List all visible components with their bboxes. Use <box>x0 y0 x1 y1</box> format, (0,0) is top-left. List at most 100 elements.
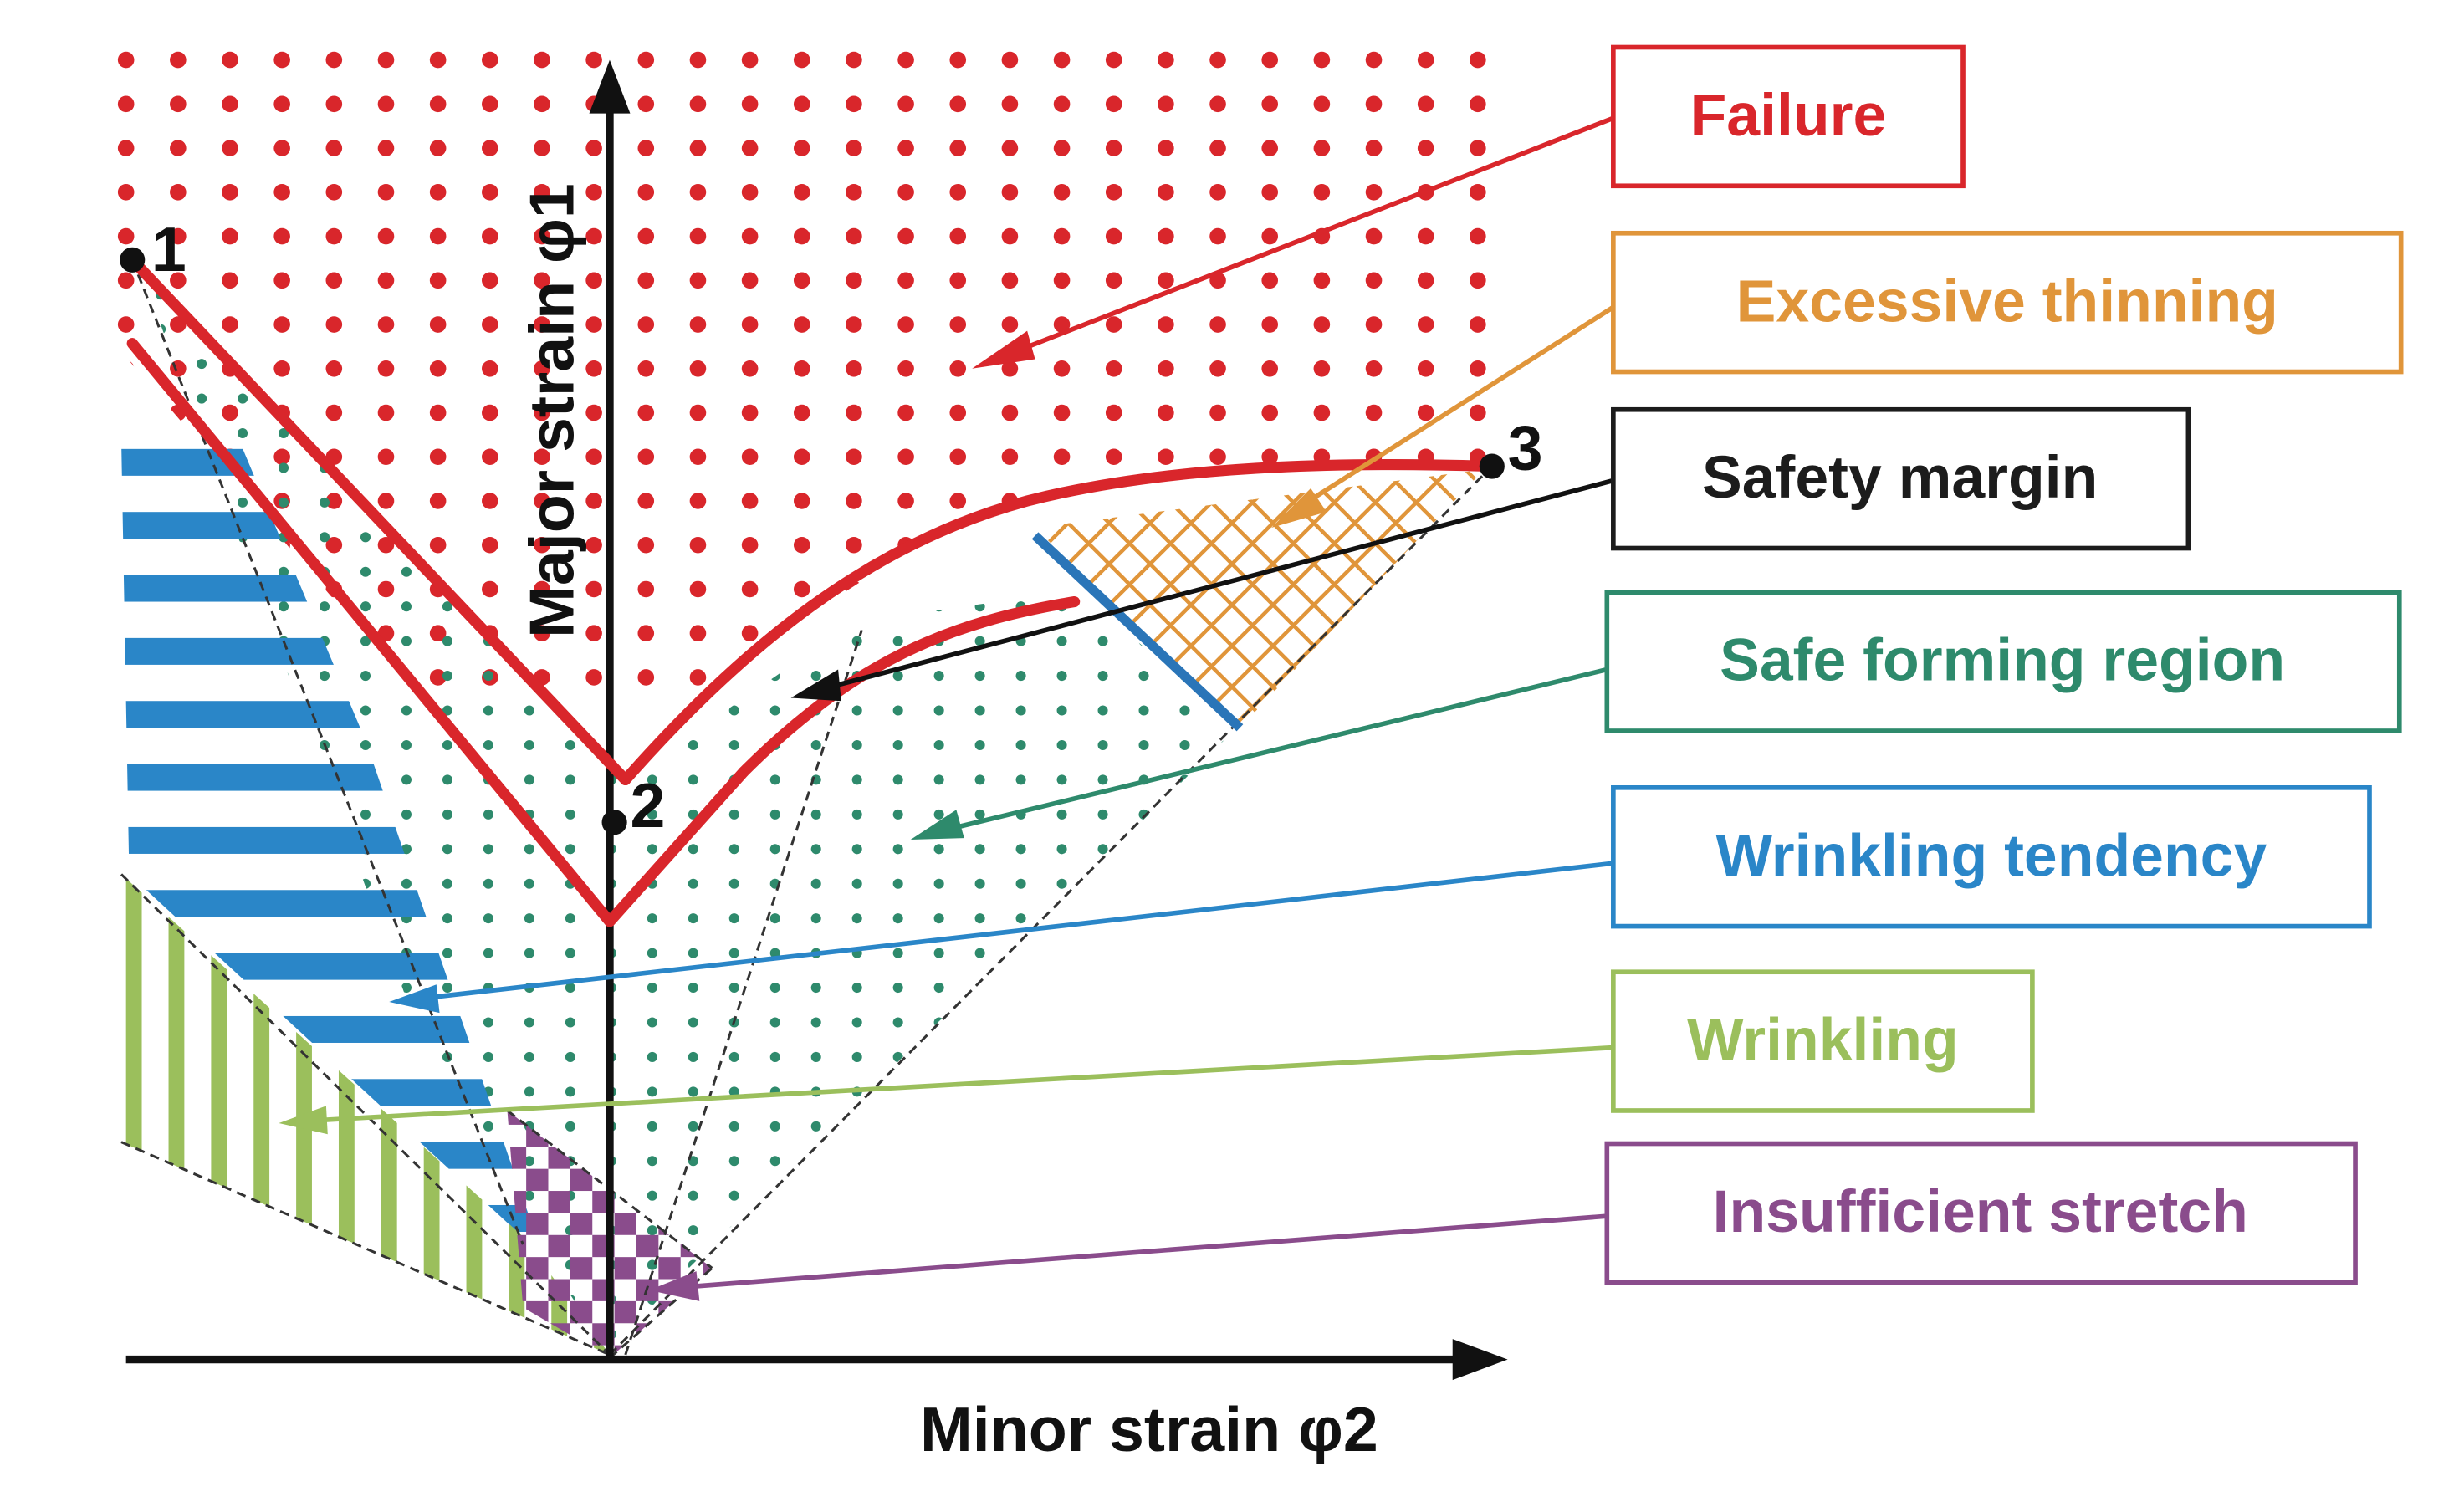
safe-dot <box>1056 393 1067 404</box>
safe-dot <box>974 289 985 300</box>
tendency-bar <box>121 1015 539 1043</box>
failure-dot <box>1417 140 1434 156</box>
safe-dot <box>647 1086 657 1097</box>
safe-dot <box>892 739 903 750</box>
safe-dot <box>401 1329 412 1340</box>
safe-dot <box>1015 1294 1026 1305</box>
point-2-label: 2 <box>630 770 665 840</box>
failure-dot <box>273 227 290 245</box>
failure-dot <box>949 95 967 113</box>
failure-dot <box>897 580 914 598</box>
safe-dot <box>238 1225 248 1236</box>
safe-dot <box>688 844 698 855</box>
failure-dot <box>637 536 655 554</box>
failure-dot <box>1158 227 1174 245</box>
failure-dot <box>273 360 290 377</box>
safe-dot <box>279 878 289 889</box>
safe-dot <box>1179 324 1190 335</box>
safe-dot <box>442 774 452 785</box>
failure-dot <box>1158 95 1174 113</box>
safe-dot <box>319 497 330 508</box>
safe-dot <box>1056 259 1067 265</box>
safe-dot <box>1220 1294 1231 1305</box>
stretch-cell <box>548 1191 570 1213</box>
safe-dot <box>1015 844 1026 855</box>
safe-dot <box>810 1190 821 1201</box>
failure-dot <box>117 184 135 201</box>
y-axis-arrowhead <box>589 59 631 114</box>
failure-dot <box>1105 669 1122 686</box>
point-3-marker <box>1479 453 1505 479</box>
safe-dot <box>974 809 985 820</box>
safe-dot <box>1220 844 1231 855</box>
failure-dot <box>222 669 238 686</box>
failure-dot <box>741 272 759 289</box>
safe-dot <box>810 1259 821 1270</box>
safe-dot <box>360 1329 371 1340</box>
failure-dot <box>1261 272 1279 289</box>
safe-dot <box>1220 809 1231 820</box>
failure-dot <box>429 95 447 113</box>
safe-dot <box>728 1051 739 1062</box>
safe-dot <box>688 739 698 750</box>
failure-dot <box>1313 51 1331 69</box>
safe-dot <box>810 739 821 750</box>
safe-dot <box>565 844 575 855</box>
safe-dot <box>319 1051 330 1062</box>
safe-dot <box>769 532 780 543</box>
safe-dot <box>1179 1294 1190 1305</box>
stretch-cell <box>703 1300 713 1324</box>
safe-dot <box>1220 393 1231 404</box>
safe-dot <box>1179 1121 1190 1132</box>
failure-dot <box>897 448 914 466</box>
failure-dot <box>1158 184 1174 201</box>
failure-dot <box>793 51 810 69</box>
safe-dot <box>156 983 166 994</box>
safe-dot <box>565 809 575 820</box>
failure-dot <box>1053 580 1071 598</box>
safe-dot <box>1220 1086 1231 1097</box>
safe-dot <box>401 427 412 439</box>
safe-dot <box>442 739 452 750</box>
failure-dot <box>897 316 914 333</box>
x-axis-label: Minor strain φ2 <box>920 1394 1378 1464</box>
safe-dot <box>688 1225 698 1236</box>
wrinkling-bar <box>253 874 270 1355</box>
safe-dot <box>810 636 821 646</box>
failure-dot <box>1365 272 1383 289</box>
safe-dot <box>360 462 371 473</box>
safe-dot <box>1097 948 1108 958</box>
safe-dot <box>728 739 739 750</box>
failure-dot <box>534 227 550 245</box>
safe-dot <box>483 1329 493 1340</box>
failure-dot <box>741 404 759 421</box>
failure-dot <box>897 140 914 156</box>
safe-dot <box>1220 1190 1231 1201</box>
safe-dot <box>238 1329 248 1340</box>
safe-dot <box>933 844 944 855</box>
safe-dot <box>1097 1190 1108 1201</box>
safe-dot <box>156 601 166 612</box>
safe-dot <box>728 462 739 473</box>
safe-dot <box>442 1294 452 1305</box>
safe-dot <box>360 809 371 820</box>
failure-dot <box>949 669 967 686</box>
safety-margin-line <box>1031 532 1244 732</box>
safe-dot <box>279 671 289 682</box>
failure-dot <box>846 448 862 466</box>
failure-dot <box>1105 493 1122 509</box>
safe-dot <box>974 1190 985 1201</box>
failure-dot <box>637 227 655 245</box>
failure-dot <box>585 404 602 421</box>
failure-dot <box>689 536 707 554</box>
safe-dot <box>1138 1259 1149 1270</box>
legend-wrinkling-tendency: Wrinkling tendency <box>1611 784 2372 929</box>
safe-dot <box>1179 983 1190 994</box>
safe-dot <box>1138 359 1149 370</box>
safe-dot <box>319 1329 330 1340</box>
safe-dot <box>810 324 821 335</box>
safe-dot <box>360 393 371 404</box>
safe-dot <box>688 878 698 889</box>
failure-dot <box>377 669 395 686</box>
